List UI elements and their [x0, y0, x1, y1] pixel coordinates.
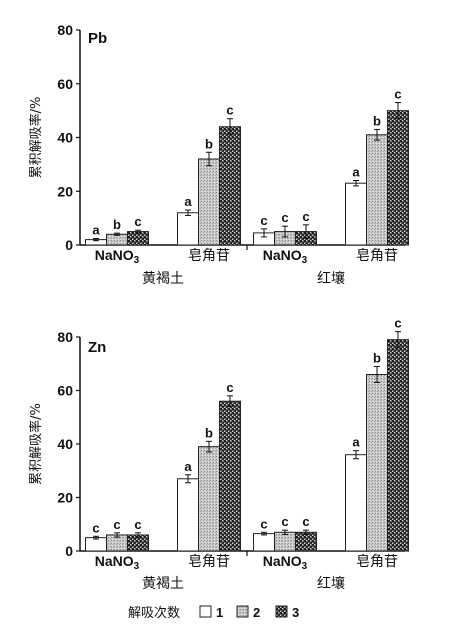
bar-series-3 — [387, 339, 409, 552]
bar-series-3 — [387, 110, 409, 246]
y-tick-label: 80 — [57, 329, 73, 345]
significance-label: b — [113, 217, 121, 232]
y-axis-label: 累积解吸率/% — [28, 403, 44, 485]
x-tick-label: 皂角苷 — [356, 248, 398, 264]
significance-label: b — [205, 425, 213, 440]
x-tick-label: 皂角苷 — [188, 554, 230, 570]
significance-label: c — [113, 517, 120, 532]
bar-series-2 — [366, 373, 388, 552]
significance-label: a — [352, 165, 360, 180]
bar-series-2 — [366, 134, 388, 246]
group-label: 黄褐土 — [142, 575, 184, 592]
bar-series-1 — [345, 454, 367, 552]
legend-swatch-1 — [199, 605, 212, 618]
bar-series-3 — [295, 531, 317, 552]
y-axis-label: 累积解吸率/% — [28, 97, 44, 179]
significance-label: c — [281, 514, 288, 529]
significance-label: a — [184, 459, 192, 474]
y-tick-label: 80 — [57, 22, 73, 38]
panel-title: Zn — [88, 339, 106, 356]
legend: 解吸次数 1 2 3 — [128, 605, 299, 621]
y-tick-label: 40 — [57, 436, 73, 452]
legend-label: 2 — [253, 605, 260, 620]
legend-label: 3 — [292, 605, 299, 620]
significance-label: c — [302, 514, 309, 529]
x-tick-label: NaNO3 — [95, 553, 140, 572]
significance-label: c — [134, 214, 141, 229]
legend-swatch-3 — [275, 605, 288, 618]
y-tick-label: 0 — [65, 237, 73, 253]
group-label: 黄褐土 — [142, 270, 184, 287]
group-label: 红壤 — [317, 270, 345, 287]
significance-label: c — [260, 213, 267, 228]
significance-label: b — [373, 113, 381, 128]
significance-label: b — [373, 350, 381, 365]
y-tick-label: 60 — [57, 383, 73, 399]
significance-label: b — [205, 136, 213, 151]
significance-label: a — [352, 435, 360, 450]
legend-label: 1 — [216, 605, 223, 620]
panel-title: Pb — [88, 30, 107, 47]
bar-series-3 — [219, 126, 241, 246]
significance-label: c — [226, 380, 233, 395]
x-tick-label: 皂角苷 — [356, 554, 398, 570]
significance-label: a — [92, 223, 100, 238]
bar-series-1 — [177, 478, 199, 552]
significance-label: c — [92, 520, 99, 535]
significance-label: c — [394, 316, 401, 331]
significance-label: c — [394, 87, 401, 102]
bar-series-2 — [198, 446, 220, 552]
bar-series-1 — [345, 182, 367, 246]
bar-series-3 — [127, 231, 149, 246]
bar-series-2 — [106, 233, 128, 246]
x-tick-label: 皂角苷 — [188, 248, 230, 264]
bar-series-3 — [219, 400, 241, 552]
significance-label: c — [281, 210, 288, 225]
bar-series-2 — [274, 531, 296, 552]
bar-series-1 — [253, 533, 275, 552]
x-tick-label: NaNO3 — [263, 247, 308, 266]
y-tick-label: 40 — [57, 130, 73, 146]
y-tick-label: 0 — [65, 543, 73, 559]
significance-label: c — [226, 103, 233, 118]
bar-series-1 — [177, 212, 199, 246]
significance-label: c — [134, 517, 141, 532]
legend-title: 解吸次数 — [128, 605, 180, 621]
y-tick-label: 20 — [57, 183, 73, 199]
significance-label: a — [184, 194, 192, 209]
significance-label: c — [260, 516, 267, 531]
x-tick-label: NaNO3 — [95, 247, 140, 266]
bar-series-1 — [85, 537, 107, 552]
y-tick-label: 60 — [57, 76, 73, 92]
y-tick-label: 20 — [57, 490, 73, 506]
legend-swatch-2 — [236, 605, 249, 618]
group-label: 红壤 — [317, 575, 345, 592]
x-tick-label: NaNO3 — [263, 553, 308, 572]
bar-series-2 — [198, 158, 220, 246]
significance-label: c — [302, 209, 309, 224]
